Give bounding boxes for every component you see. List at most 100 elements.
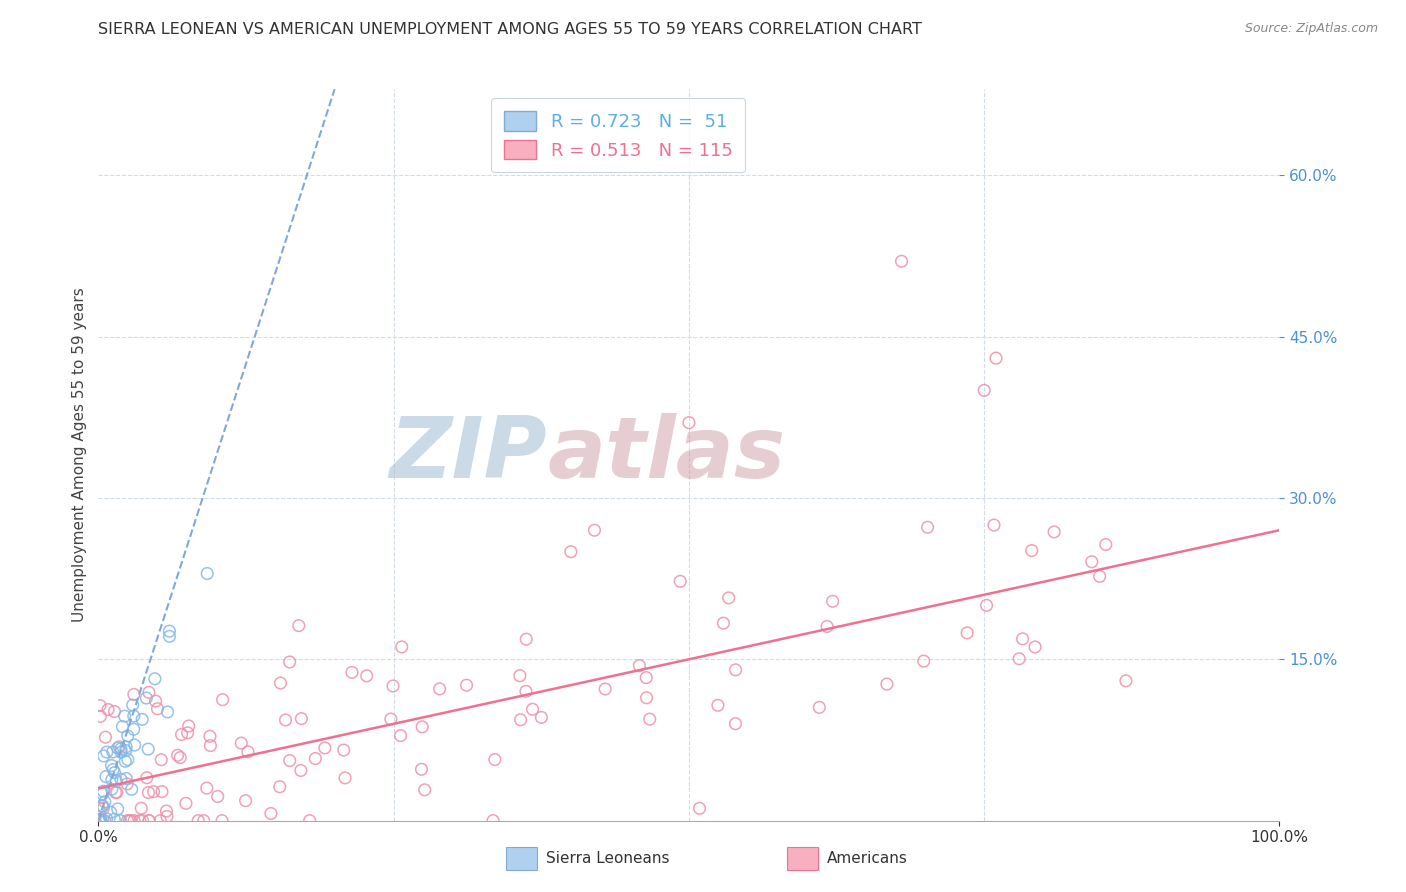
Point: [411, 720, 433, 734]
Point: [482, 814, 505, 828]
Point: [157, 624, 180, 639]
Point: [274, 713, 297, 727]
Point: [122, 709, 145, 723]
Point: [429, 681, 451, 696]
Point: [298, 814, 321, 828]
Point: [912, 654, 935, 668]
Point: [808, 700, 831, 714]
Point: [1081, 555, 1104, 569]
Point: [101, 772, 124, 787]
Point: [122, 723, 145, 737]
Point: [121, 698, 143, 712]
Point: [713, 616, 735, 631]
Point: [94, 730, 117, 744]
Point: [143, 672, 166, 686]
Point: [260, 806, 283, 821]
Point: [509, 668, 531, 682]
Point: [150, 784, 173, 798]
Point: [114, 709, 136, 723]
Point: [198, 729, 221, 743]
Point: [89, 814, 111, 828]
Point: [135, 691, 157, 706]
Point: [149, 814, 172, 828]
Legend: R = 0.723   N =  51, R = 0.513   N = 115: R = 0.723 N = 51, R = 0.513 N = 115: [491, 98, 745, 172]
Point: [87, 813, 110, 827]
Point: [115, 739, 138, 754]
Point: [120, 814, 142, 828]
Point: [101, 782, 124, 797]
Point: [890, 254, 912, 268]
Point: [515, 684, 537, 698]
Point: [207, 789, 229, 804]
Point: [115, 772, 138, 786]
Text: Americans: Americans: [827, 851, 908, 866]
Point: [103, 705, 125, 719]
Point: [145, 694, 167, 708]
Point: [304, 751, 326, 765]
Point: [110, 772, 132, 787]
Point: [187, 814, 209, 828]
Point: [90, 814, 112, 828]
Point: [110, 745, 132, 759]
Point: [193, 814, 215, 828]
Point: [522, 702, 544, 716]
Point: [1115, 673, 1137, 688]
Point: [110, 741, 132, 756]
Y-axis label: Unemployment Among Ages 55 to 59 years: Unemployment Among Ages 55 to 59 years: [72, 287, 87, 623]
Point: [984, 351, 1007, 365]
Point: [636, 671, 658, 685]
Point: [124, 738, 146, 752]
Point: [159, 629, 181, 643]
Point: [115, 777, 138, 791]
Point: [110, 814, 132, 828]
Point: [87, 814, 110, 828]
Point: [1088, 569, 1111, 583]
Point: [129, 814, 152, 828]
Point: [156, 809, 179, 823]
Point: [195, 781, 218, 796]
Point: [593, 681, 616, 696]
Point: [976, 599, 998, 613]
Point: [956, 626, 979, 640]
Point: [235, 794, 257, 808]
Point: [129, 801, 152, 815]
Point: [155, 804, 177, 818]
Point: [87, 801, 110, 815]
Point: [288, 618, 311, 632]
Point: [89, 814, 111, 828]
Point: [340, 665, 363, 680]
Point: [200, 739, 222, 753]
Point: [93, 748, 115, 763]
Point: [724, 716, 747, 731]
Point: [917, 520, 939, 534]
Point: [290, 712, 312, 726]
Point: [107, 741, 129, 756]
Point: [146, 702, 169, 716]
Point: [290, 764, 312, 778]
Point: [669, 574, 692, 589]
Point: [96, 745, 118, 759]
Point: [122, 687, 145, 701]
Text: SIERRA LEONEAN VS AMERICAN UNEMPLOYMENT AMONG AGES 55 TO 59 YEARS CORRELATION CH: SIERRA LEONEAN VS AMERICAN UNEMPLOYMENT …: [98, 22, 922, 37]
Point: [117, 814, 139, 828]
Point: [117, 753, 139, 767]
Point: [122, 814, 145, 828]
Point: [332, 743, 354, 757]
Point: [138, 814, 160, 828]
Point: [211, 692, 233, 706]
Point: [1043, 524, 1066, 539]
Point: [236, 745, 259, 759]
Point: [689, 801, 711, 815]
Point: [278, 754, 301, 768]
Point: [117, 729, 139, 743]
Point: [111, 720, 134, 734]
Point: [724, 663, 747, 677]
Point: [821, 594, 844, 608]
Point: [104, 785, 127, 799]
Point: [983, 518, 1005, 533]
Point: [108, 739, 131, 754]
Point: [815, 619, 838, 633]
Point: [391, 640, 413, 654]
Text: atlas: atlas: [547, 413, 786, 497]
Point: [1011, 632, 1033, 646]
